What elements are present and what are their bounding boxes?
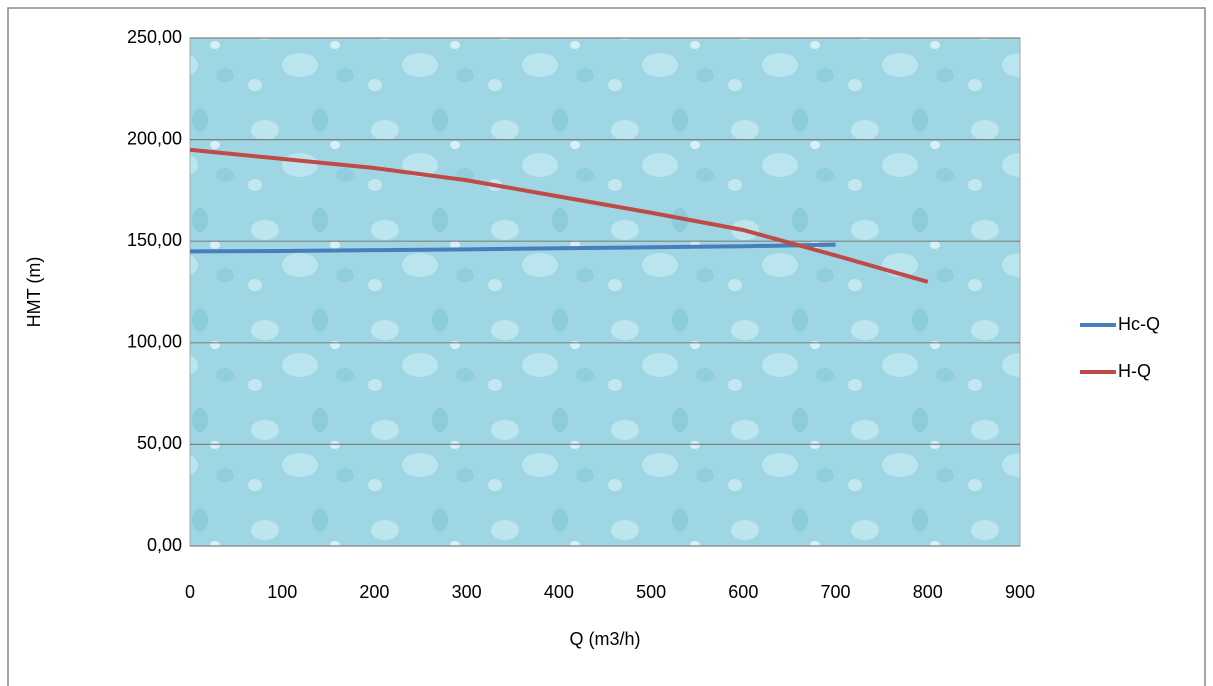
- y-tick-label: 50,00: [137, 433, 182, 453]
- y-tick-label: 100,00: [127, 332, 182, 352]
- x-tick-label: 700: [821, 582, 851, 602]
- y-tick-label: 200,00: [127, 128, 182, 148]
- x-tick-label: 800: [913, 582, 943, 602]
- x-tick-label: 300: [452, 582, 482, 602]
- series-line: [189, 147, 929, 284]
- legend-label: Hc-Q: [1118, 314, 1160, 334]
- y-tick-label: 250,00: [127, 27, 182, 47]
- x-tick-label: 200: [359, 582, 389, 602]
- x-tick-label: 0: [185, 582, 195, 602]
- x-axis-title: Q (m3/h): [569, 629, 640, 649]
- series-line: [189, 242, 836, 254]
- x-tick-label: 600: [728, 582, 758, 602]
- y-tick-label: 150,00: [127, 230, 182, 250]
- x-tick-label: 500: [636, 582, 666, 602]
- legend-label: H-Q: [1118, 361, 1151, 381]
- x-tick-label: 400: [544, 582, 574, 602]
- x-tick-label: 900: [1005, 582, 1035, 602]
- plot-area: [189, 37, 1021, 547]
- x-tick-label: 100: [267, 582, 297, 602]
- y-tick-label: 0,00: [147, 535, 182, 555]
- y-axis-title: HMT (m): [24, 257, 44, 328]
